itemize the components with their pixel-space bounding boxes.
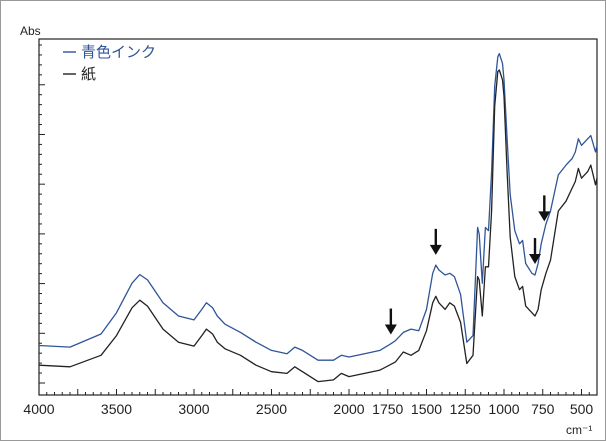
labels: 4000 3500 3000 2500 2000 1750 1500 1250 1000 750 5… <box>20 24 593 437</box>
series-line-2 <box>38 69 598 383</box>
x-tick-label: 3000 <box>178 401 209 417</box>
down-arrow-icon <box>429 228 442 255</box>
down-arrow-icon <box>529 238 541 265</box>
series-line-1 <box>38 52 598 361</box>
y-axis-label: Abs <box>20 24 41 38</box>
x-tick-label: 2000 <box>333 401 364 417</box>
series-lines <box>38 52 598 383</box>
x-tick-label: 1000 <box>488 401 519 417</box>
x-axis-label: cm⁻¹ <box>566 423 592 437</box>
x-tick-label: 1500 <box>411 401 442 417</box>
x-tick-label: 3500 <box>101 401 132 417</box>
annotations <box>384 195 551 335</box>
down-arrow-icon <box>538 195 551 222</box>
down-arrow-icon <box>384 308 397 335</box>
x-tick-label: 4000 <box>23 401 54 417</box>
x-tick-label: 1250 <box>450 401 481 417</box>
x-tick-label: 1750 <box>372 401 403 417</box>
legend-label: 紙 <box>81 65 96 83</box>
x-tick-label: 500 <box>570 401 594 417</box>
x-tick-label: 2500 <box>256 401 287 417</box>
legend-label: 青色インク <box>81 43 156 61</box>
x-tick-label: 750 <box>531 401 555 417</box>
axes <box>38 38 598 396</box>
